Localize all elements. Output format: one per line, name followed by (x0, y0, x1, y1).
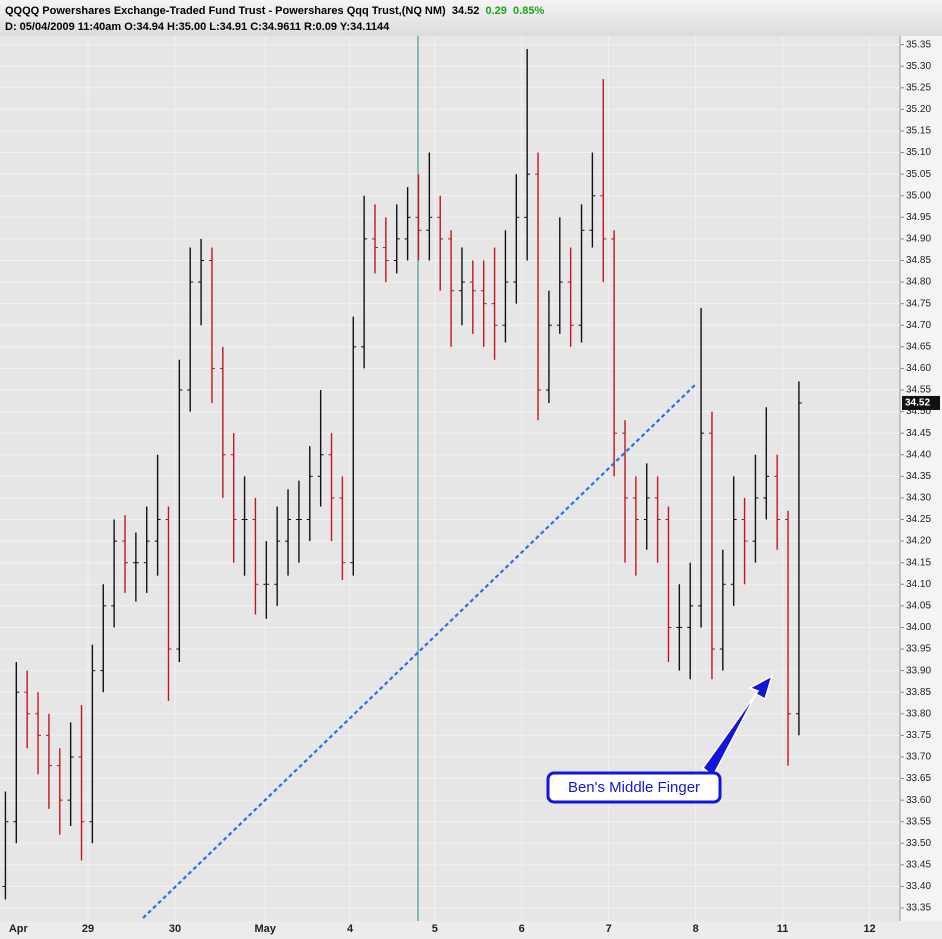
y-tick-label: 34.85 (906, 255, 931, 266)
y-tick-label: 33.60 (906, 795, 931, 806)
y-tick-label: 34.90 (906, 234, 931, 245)
y-tick-label: 34.10 (906, 579, 931, 590)
y-tick-label: 33.40 (906, 881, 931, 892)
y-tick-label: 34.05 (906, 600, 931, 611)
plot-bg (0, 36, 900, 921)
x-axis-bg (0, 921, 942, 939)
last-price: 34.52 (451, 5, 480, 17)
trend-line (142, 384, 696, 919)
details: D: 05/04/2009 11:40am O:34.94 H:35.00 L:… (5, 21, 390, 33)
y-tick-label: 34.45 (906, 428, 931, 439)
y-tick-label: 34.50 (906, 406, 931, 417)
y-tick-label: 34.70 (906, 320, 931, 331)
y-tick-label: 35.15 (906, 126, 931, 137)
y-tick-label: 34.55 (906, 385, 931, 396)
x-tick-label: 6 (519, 923, 525, 935)
axis-bg (900, 36, 942, 921)
y-tick-label: 35.25 (906, 82, 931, 93)
y-tick-label: 33.35 (906, 903, 931, 914)
x-tick-label: 4 (347, 923, 354, 935)
callout (546, 771, 722, 804)
callout-text: Ben's Middle Finger (568, 779, 700, 796)
x-tick-label: 11 (777, 923, 789, 935)
grid (0, 36, 900, 921)
y-tick-label: 35.30 (906, 61, 931, 72)
bars (2, 48, 802, 900)
y-tick-label: 35.20 (906, 104, 931, 115)
x-tick-label: 30 (169, 923, 181, 935)
last-price-badge (902, 395, 940, 410)
header: QQQQ Powershares Exchange-Traded Fund Tr… (0, 0, 942, 36)
y-tick-label: 33.70 (906, 752, 931, 763)
last-price-label: 34.52 (905, 398, 930, 409)
y-tick-label: 35.35 (906, 39, 931, 50)
x-tick-label: 8 (693, 923, 699, 935)
y-tick-label: 34.40 (906, 449, 931, 460)
y-tick-label: 35.10 (906, 147, 931, 158)
chart: Ben's Middle Finger 33.35 33.40 33.45 33.50… (0, 36, 942, 939)
y-tick-label: 33.90 (906, 665, 931, 676)
y-tick-label: 34.30 (906, 493, 931, 504)
y-tick-label: 34.00 (906, 622, 931, 633)
y-tick-label: 35.00 (906, 190, 931, 201)
change: 0.29 (485, 5, 507, 17)
x-tick-label: 7 (606, 923, 612, 935)
y-tick-label: 34.35 (906, 471, 931, 482)
y-tick-label: 33.50 (906, 838, 931, 849)
y-tick-label: 34.80 (906, 277, 931, 288)
y-tick-label: 34.25 (906, 514, 931, 525)
y-tick-label: 34.95 (906, 212, 931, 223)
y-tick-label: 35.05 (906, 169, 931, 180)
y-axis: 33.35 33.40 33.45 33.50 33.55 33.60 33.65 33.70… (9, 39, 940, 935)
x-tick-label: 29 (82, 923, 94, 935)
x-tick-label: 5 (432, 923, 438, 935)
y-tick-label: 34.15 (906, 557, 931, 568)
y-tick-label: 34.75 (906, 298, 931, 309)
title: QQQQ Powershares Exchange-Traded Fund Tr… (5, 5, 446, 17)
change-pct: 0.85% (513, 5, 545, 17)
y-tick-label: 34.65 (906, 341, 931, 352)
x-tick-label: 12 (863, 923, 875, 935)
y-tick-label: 33.80 (906, 708, 931, 719)
y-tick-label: 33.45 (906, 860, 931, 871)
y-tick-label: 34.60 (906, 363, 931, 374)
y-tick-label: 33.55 (906, 816, 931, 827)
x-tick-label: Apr (9, 923, 29, 935)
x-tick-label: May (255, 923, 277, 935)
arrow (701, 674, 774, 778)
y-tick-label: 33.75 (906, 730, 931, 741)
y-tick-label: 33.65 (906, 773, 931, 784)
y-tick-label: 33.95 (906, 644, 931, 655)
header-line: QQQQ Powershares Exchange-Traded Fund Tr… (5, 5, 544, 17)
y-tick-label: 34.20 (906, 536, 931, 547)
y-tick-label: 33.85 (906, 687, 931, 698)
